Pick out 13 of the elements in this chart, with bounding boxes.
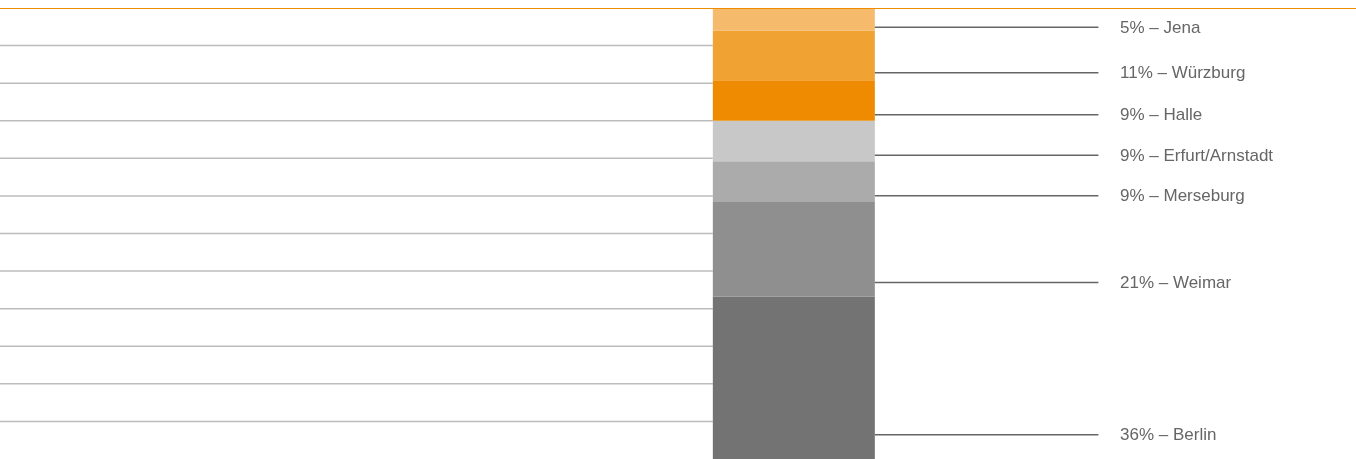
data-label: 9% – Halle xyxy=(1120,105,1203,124)
data-label: 21% – Weimar xyxy=(1120,273,1232,292)
data-label: 11% – Würzburg xyxy=(1120,63,1246,82)
bar xyxy=(712,201,875,297)
bar xyxy=(712,30,875,81)
data-label: 36% – Berlin xyxy=(1120,425,1217,444)
bar xyxy=(712,8,875,31)
bar xyxy=(712,161,875,202)
bar xyxy=(712,80,875,121)
data-label: 5% – Jena xyxy=(1120,18,1201,37)
data-label: 9% – Erfurt/Arnstadt xyxy=(1120,146,1274,165)
data-label: 9% – Merseburg xyxy=(1120,186,1245,205)
bar xyxy=(712,296,875,459)
